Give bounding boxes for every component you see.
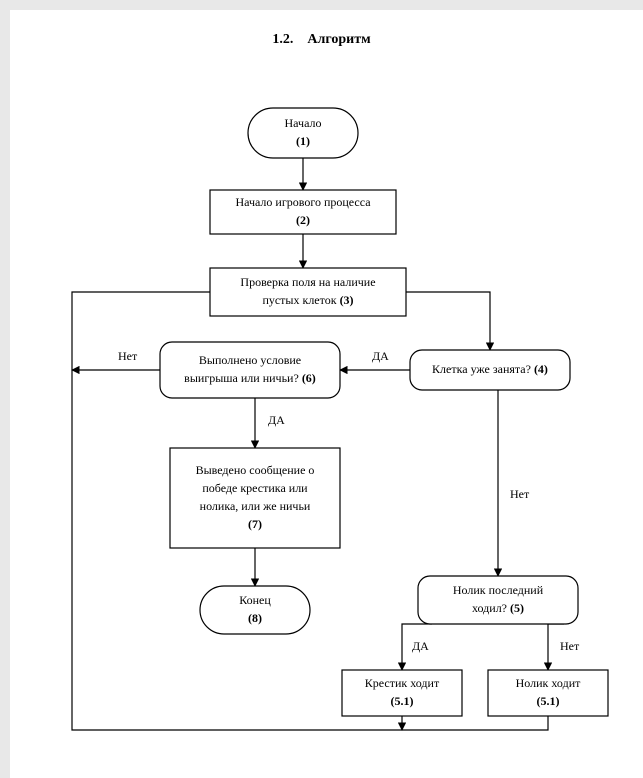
node-n7: Выведено сообщение о победе крестика или н…	[170, 448, 340, 548]
node-text: Нолик ходит	[516, 676, 581, 690]
edge-n3r	[406, 292, 490, 350]
edge-label: ДА	[268, 413, 285, 427]
node-text: Крестик ходит	[365, 676, 440, 690]
node-text: пустых клеток (3)	[262, 293, 353, 307]
node-text: Проверка поля на наличие	[240, 275, 375, 289]
node-n4: Клетка уже занята? (4)	[410, 350, 570, 390]
flowchart: ДА Нет Нет ДА ДА Нет Начало (1) Начало игрового …	[0, 0, 643, 778]
node-n8: Конец (8)	[200, 586, 310, 634]
node-text: (7)	[248, 517, 262, 531]
edge-label: ДА	[372, 349, 389, 363]
node-text: Начало	[285, 116, 322, 130]
node-n51b: Нолик ходит (5.1)	[488, 670, 608, 716]
edge-n51b_d	[402, 716, 548, 730]
node-text: Нолик последний	[453, 583, 544, 597]
edge-label: Нет	[118, 349, 138, 363]
node-n6: Выполнено условие выигрыша или ничьи? (6)	[160, 342, 340, 398]
node-text: Клетка уже занята? (4)	[432, 362, 548, 376]
edge-label: Нет	[560, 639, 580, 653]
node-n1: Начало (1)	[248, 108, 358, 158]
nodes-layer: Начало (1) Начало игрового процесса (2) Пров…	[160, 108, 608, 716]
node-text: (5.1)	[391, 694, 414, 708]
edge-label: ДА	[412, 639, 429, 653]
node-text: Выведено сообщение о	[196, 463, 315, 477]
node-n5: Нолик последний ходил? (5)	[418, 576, 578, 624]
node-n51a: Крестик ходит (5.1)	[342, 670, 462, 716]
node-n2: Начало игрового процесса (2)	[210, 190, 396, 234]
node-text: Конец	[239, 593, 271, 607]
node-text: (2)	[296, 213, 310, 227]
document-page: 1.2. Алгоритм ДАНетНетДАДАНетНачало(1)На…	[0, 0, 643, 778]
node-text: (1)	[296, 134, 310, 148]
node-text: (5.1)	[537, 694, 560, 708]
node-text: (8)	[248, 611, 262, 625]
edges-layer: ДА Нет Нет ДА ДА Нет	[72, 158, 580, 730]
node-text: Начало игрового процесса	[235, 195, 371, 209]
node-text: Выполнено условие	[199, 353, 301, 367]
node-text: победе крестика или	[202, 481, 308, 495]
node-n3: Проверка поля на наличие пустых клеток (3…	[210, 268, 406, 316]
edge-label: Нет	[510, 487, 530, 501]
node-text: ходил? (5)	[472, 601, 524, 615]
node-text: нолика, или же ничьи	[200, 499, 311, 513]
node-text: выигрыша или ничьи? (6)	[184, 371, 316, 385]
